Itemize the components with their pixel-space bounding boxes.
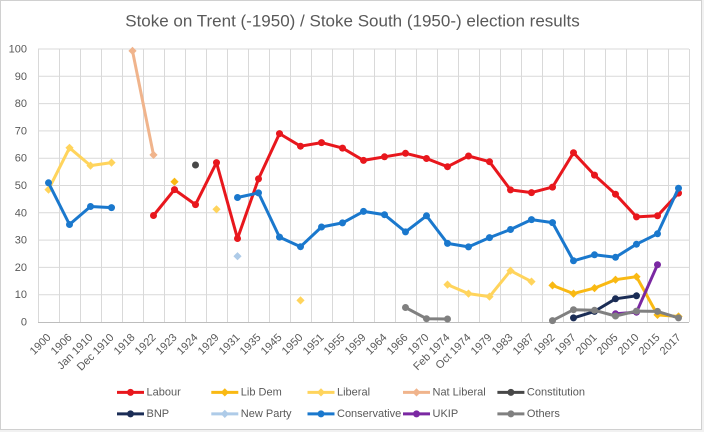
- svg-text:Others: Others: [527, 408, 561, 420]
- svg-text:0: 0: [21, 317, 27, 329]
- svg-text:Liberal: Liberal: [337, 386, 370, 398]
- svg-text:10: 10: [15, 289, 27, 301]
- svg-text:Stoke on Trent (-1950) / Stoke: Stoke on Trent (-1950) / Stoke South (19…: [125, 12, 580, 31]
- svg-text:90: 90: [15, 71, 27, 83]
- svg-text:30: 30: [15, 235, 27, 247]
- svg-text:80: 80: [15, 98, 27, 110]
- svg-text:Constitution: Constitution: [527, 386, 585, 398]
- svg-text:50: 50: [15, 180, 27, 192]
- svg-text:New Party: New Party: [241, 408, 292, 420]
- svg-text:UKIP: UKIP: [433, 408, 459, 420]
- svg-text:70: 70: [15, 125, 27, 137]
- svg-text:Labour: Labour: [147, 386, 182, 398]
- svg-text:Nat Liberal: Nat Liberal: [433, 386, 486, 398]
- svg-text:40: 40: [15, 207, 27, 219]
- svg-text:20: 20: [15, 262, 27, 274]
- svg-text:100: 100: [9, 44, 27, 56]
- svg-text:Lib Dem: Lib Dem: [241, 386, 282, 398]
- svg-text:BNP: BNP: [147, 408, 170, 420]
- svg-text:60: 60: [15, 153, 27, 165]
- svg-text:Conservative: Conservative: [337, 408, 401, 420]
